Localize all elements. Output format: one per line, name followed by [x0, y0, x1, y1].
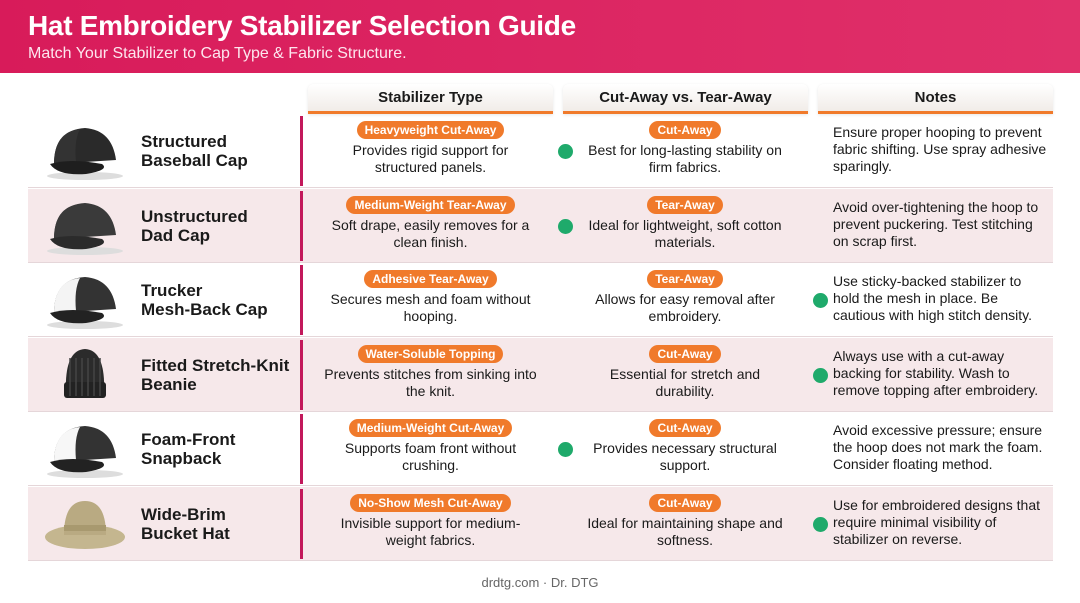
- badge: Cut-Away: [649, 344, 721, 363]
- table-row: Foam-Front Snapback Medium-Weight Cut-Awa…: [28, 412, 1053, 486]
- badge: Cut-Away: [649, 419, 721, 437]
- hat-name: Wide-Brim Bucket Hat: [141, 505, 230, 543]
- hat-name-line: Dad Cap: [141, 225, 210, 245]
- hat-name-line: Trucker: [141, 281, 203, 300]
- footer: drdtg.com · Dr. DTG: [481, 575, 599, 590]
- hat-icon: [40, 418, 130, 485]
- column-header: Cut-Away vs. Tear-Away: [563, 84, 808, 114]
- badge: Medium-Weight Tear-Away: [346, 195, 515, 214]
- hat-name-line: Fitted Stretch-Knit: [141, 355, 290, 375]
- notes: Use sticky-backed stabilizer to hold the…: [833, 273, 1032, 323]
- hat-icon: [40, 493, 130, 560]
- badge: Medium-Weight Cut-Away: [348, 419, 513, 437]
- status-dot: [558, 442, 573, 457]
- column-header: Stabilizer Type: [308, 84, 553, 114]
- table-row: Unstructured Dad Cap Medium-Weight Tear-A…: [28, 188, 1053, 263]
- hat-icon: [40, 344, 130, 411]
- badge: Tear-Away: [647, 270, 723, 288]
- description: Supports foam front without crushing.: [344, 440, 517, 473]
- table-row: Wide-Brim Bucket Hat No-Show Mesh Cut-Awa…: [28, 486, 1053, 561]
- badge: Adhesive Tear-Away: [364, 270, 497, 288]
- description: Ideal for lightweight, soft cotton mater…: [588, 216, 782, 250]
- status-dot: [813, 367, 828, 383]
- column-header: Notes: [818, 84, 1053, 114]
- accent-bar: [300, 414, 303, 484]
- badge: Heavyweight Cut-Away: [356, 121, 505, 139]
- hat-icon: [40, 269, 130, 336]
- description: Prevents stitches from sinking into the …: [324, 365, 537, 399]
- status-dot: [558, 218, 573, 234]
- accent-bar: [300, 265, 303, 335]
- accent-bar: [300, 339, 303, 410]
- title: Hat Embroidery Stabilizer Selection Guid…: [28, 10, 576, 41]
- badge: Tear-Away: [647, 195, 723, 214]
- notes: Avoid over-tightening the hoop to preven…: [833, 198, 1039, 249]
- method-cell: Tear-Away Ideal for lightweight, soft cot…: [580, 195, 790, 251]
- status-dot: [813, 293, 828, 308]
- status-dot: [558, 144, 573, 159]
- status-dot: [813, 516, 828, 532]
- description: Provides rigid support for structured pa…: [352, 142, 509, 175]
- hat-name-line: Baseball Cap: [141, 151, 248, 170]
- hat-name-line: Structured: [141, 132, 227, 151]
- notes: Ensure proper hooping to prevent fabric …: [833, 124, 1047, 174]
- hat-name-line: Unstructured: [141, 206, 248, 226]
- table-row: Structured Baseball Cap Heavyweight Cut-A…: [28, 114, 1053, 188]
- hat-name: Structured Baseball Cap: [141, 132, 248, 170]
- stabilizer-cell: Medium-Weight Tear-Away Soft drape, easil…: [323, 195, 538, 251]
- method-cell: Tear-Away Allows for easy removal after e…: [580, 270, 790, 325]
- subtitle: Match Your Stabilizer to Cap Type & Fabr…: [28, 45, 407, 62]
- hat-name-line: Bucket Hat: [141, 523, 230, 543]
- accent-bar: [300, 116, 303, 186]
- hat-name-line: Beanie: [141, 374, 197, 394]
- badge: Water-Soluble Topping: [357, 344, 504, 363]
- hat-name: Unstructured Dad Cap: [141, 207, 248, 245]
- badge: No-Show Mesh Cut-Away: [350, 493, 511, 512]
- description: Ideal for maintaining shape and softness…: [587, 514, 783, 548]
- method-cell: Cut-Away Essential for stretch and durabi…: [580, 344, 790, 400]
- table-row: Trucker Mesh-Back Cap Adhesive Tear-Away S…: [28, 263, 1053, 337]
- hat-icon: [40, 195, 130, 262]
- description: Soft drape, easily removes for a clean f…: [331, 216, 530, 250]
- method-cell: Cut-Away Ideal for maintaining shape and …: [580, 493, 790, 549]
- badge: Cut-Away: [649, 493, 721, 512]
- hat-name: Trucker Mesh-Back Cap: [141, 281, 268, 319]
- accent-bar: [300, 190, 303, 261]
- badge: Cut-Away: [649, 121, 721, 139]
- description: Provides necessary structural support.: [593, 440, 777, 473]
- notes: Always use with a cut-away backing for s…: [833, 347, 1039, 398]
- method-cell: Cut-Away Provides necessary structural su…: [580, 419, 790, 474]
- notes: Avoid excessive pressure; ensure the hoo…: [833, 422, 1043, 472]
- notes: Use for embroidered designs that require…: [833, 496, 1040, 547]
- description: Essential for stretch and durability.: [609, 365, 761, 399]
- stabilizer-cell: Medium-Weight Cut-Away Supports foam fron…: [323, 419, 538, 474]
- hat-name: Fitted Stretch-Knit Beanie: [141, 356, 289, 394]
- hat-name-line: Mesh-Back Cap: [141, 300, 268, 319]
- accent-bar: [300, 488, 303, 559]
- hat-name: Foam-Front Snapback: [141, 430, 235, 468]
- stabilizer-cell: No-Show Mesh Cut-Away Invisible support f…: [323, 493, 538, 549]
- stabilizer-cell: Water-Soluble Topping Prevents stitches f…: [323, 344, 538, 400]
- hat-name-line: Snapback: [141, 449, 222, 468]
- stabilizer-cell: Adhesive Tear-Away Secures mesh and foam …: [323, 270, 538, 325]
- description: Allows for easy removal after embroidery…: [595, 291, 775, 324]
- table-row: Fitted Stretch-Knit Beanie Water-Soluble …: [28, 337, 1053, 412]
- method-cell: Cut-Away Best for long-lasting stability …: [580, 121, 790, 176]
- description: Invisible support for medium-weight fabr…: [340, 514, 521, 548]
- header-band: Hat Embroidery Stabilizer Selection Guid…: [0, 0, 1080, 73]
- hat-name-line: Foam-Front: [141, 430, 236, 449]
- stabilizer-cell: Heavyweight Cut-Away Provides rigid suppo…: [323, 121, 538, 176]
- description: Best for long-lasting stability on firm …: [588, 142, 782, 175]
- hat-icon: [40, 120, 130, 187]
- description: Secures mesh and foam without hooping.: [330, 291, 531, 324]
- hat-name-line: Wide-Brim: [141, 504, 226, 524]
